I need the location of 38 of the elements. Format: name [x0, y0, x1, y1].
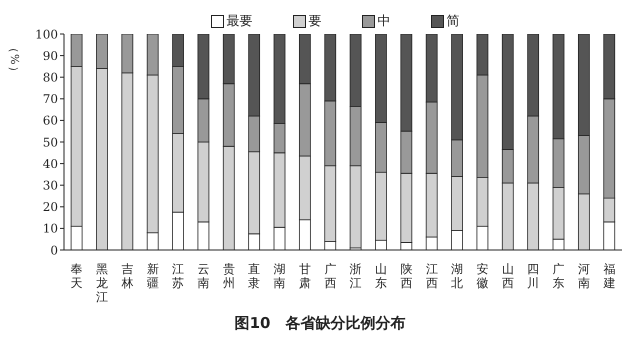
x-tick-label: 江西 — [426, 262, 438, 290]
x-tick-label: 直隶 — [248, 262, 260, 290]
y-tick-label: 50 — [42, 135, 58, 150]
text: 图10 各省缺分比例分布 — [234, 314, 406, 333]
x-tick-label: 湖北 — [451, 262, 464, 290]
x-tick-label: 广西 — [324, 262, 336, 290]
y-tick-label: 20 — [42, 200, 58, 214]
x-tick-label: 江苏 — [172, 262, 184, 290]
x-tick-label: 山东 — [375, 262, 388, 290]
x-tick-label: 四川 — [527, 262, 540, 290]
x-tick-label: 广东 — [552, 262, 565, 290]
x-tick-label: 吉林 — [120, 262, 134, 290]
y-tick-label: 40 — [42, 156, 58, 171]
y-tick-label: 10 — [42, 222, 58, 236]
legend-label: 简 — [446, 13, 460, 30]
y-tick-label: 70 — [42, 92, 58, 106]
x-tick-label: 安徽 — [476, 262, 488, 290]
y-tick-label: 0 — [50, 243, 58, 258]
legend-label: 最要 — [226, 13, 252, 30]
y-tick-label: 80 — [42, 70, 58, 84]
y-tick-label: 100 — [35, 27, 58, 42]
x-tick-label: 奉天 — [70, 262, 83, 290]
x-tick-label: 浙江 — [350, 262, 362, 290]
x-tick-label: 贵州 — [222, 262, 235, 290]
x-tick-label: 福建 — [602, 262, 616, 290]
y-tick-label: 60 — [42, 114, 58, 128]
x-tick-label: 湖南 — [274, 262, 286, 290]
legend-label: 要 — [308, 13, 322, 30]
x-tick-label: 陕西 — [400, 262, 412, 290]
legend-label: 中 — [378, 13, 390, 30]
x-tick-label: 黑龙江 — [96, 262, 108, 304]
x-tick-label: 河南 — [578, 262, 590, 290]
x-tick-label: 云南 — [198, 262, 210, 290]
y-tick-label: 90 — [42, 48, 58, 63]
x-tick-label: 甘肃 — [298, 262, 311, 290]
x-tick-label: 山西 — [502, 262, 514, 290]
x-tick-label: 新疆 — [146, 262, 159, 290]
y-tick-label: 30 — [42, 178, 58, 192]
